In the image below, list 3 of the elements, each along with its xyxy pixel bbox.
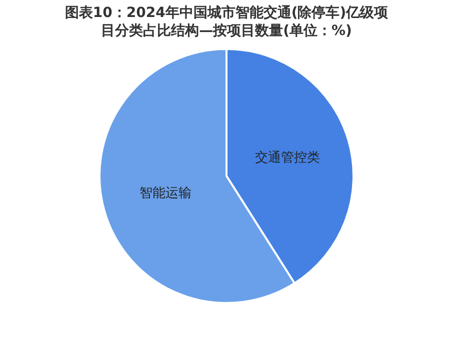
chart-title: 图表10：2024年中国城市智能交通(除停车)亿级项目分类占比结构—按项目数量(单位：%) bbox=[64, 4, 390, 41]
slice-label: 交通管控类 bbox=[254, 150, 320, 166]
slice-label: 智能运输 bbox=[140, 186, 192, 202]
